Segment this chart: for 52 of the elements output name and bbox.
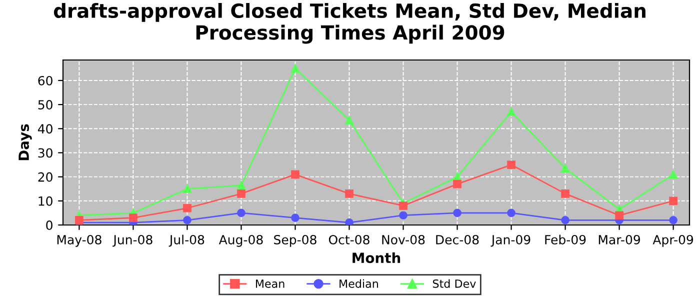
point — [615, 211, 624, 220]
point — [561, 164, 570, 173]
point — [237, 208, 246, 218]
y-tick-label: 10 — [38, 196, 52, 206]
y-tick-label: 20 — [38, 172, 52, 182]
point — [561, 216, 570, 224]
legend-label: Mean — [256, 280, 284, 288]
x-tick-label: Apr-09 — [652, 234, 694, 247]
x-axis-title: Month — [352, 252, 400, 264]
point — [669, 196, 678, 206]
y-tick-label: 50 — [38, 100, 52, 110]
point — [183, 204, 192, 212]
x-tick-label: Jun-08 — [112, 234, 152, 247]
x-tick-label: Feb-09 — [545, 234, 586, 244]
x-tick-label: May-08 — [57, 234, 102, 247]
point — [399, 211, 408, 220]
point — [507, 108, 516, 116]
point — [237, 181, 246, 190]
x-tick-label: Jan-09 — [490, 234, 530, 247]
point — [291, 214, 300, 222]
y-tick-label: 30 — [38, 148, 52, 158]
legend-label: Std Dev — [432, 279, 476, 288]
x-tick-label: Nov-08 — [382, 234, 425, 244]
y-tick-label: 0 — [46, 220, 52, 230]
point — [561, 190, 570, 198]
point — [669, 170, 678, 179]
y-tick-label: 60 — [38, 76, 52, 86]
point — [129, 214, 138, 222]
point — [453, 208, 462, 218]
chart-title: drafts-approval Closed Tickets Mean, Std Dev, Median Processing Times April 2009 — [54, 3, 646, 44]
x-tick-label: Aug-08 — [218, 234, 263, 247]
point — [507, 208, 516, 218]
legend-label: Median — [340, 279, 378, 288]
point — [183, 184, 192, 194]
y-axis-title: Days — [18, 124, 32, 160]
point — [399, 202, 408, 210]
x-tick-label: Jul-08 — [168, 234, 204, 247]
x-tick-label: Dec-08 — [436, 234, 479, 244]
x-tick-label: Oct-08 — [328, 234, 370, 244]
point — [345, 190, 354, 198]
point — [669, 216, 678, 224]
y-tick-label: 40 — [38, 124, 52, 134]
point — [291, 170, 300, 179]
x-tick-label: Mar-09 — [598, 234, 640, 244]
point — [237, 190, 246, 198]
point — [507, 160, 516, 169]
point — [291, 64, 300, 73]
point — [453, 180, 462, 188]
point — [345, 116, 354, 124]
point — [345, 218, 354, 225]
x-tick-label: Sep-08 — [274, 234, 316, 247]
point — [183, 216, 192, 224]
